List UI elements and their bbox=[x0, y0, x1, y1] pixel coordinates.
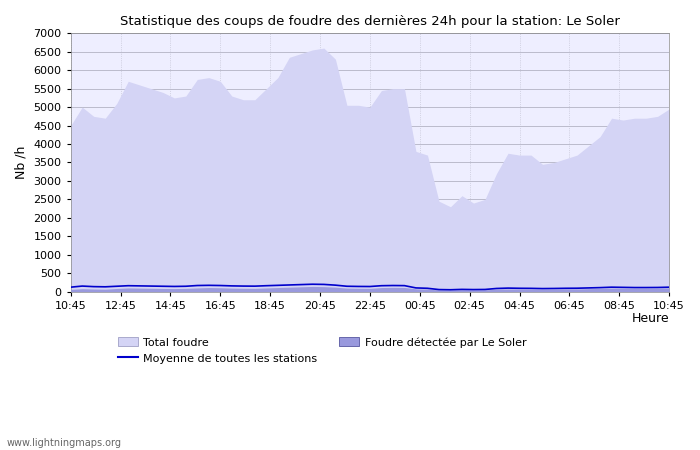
Title: Statistique des coups de foudre des dernières 24h pour la station: Le Soler: Statistique des coups de foudre des dern… bbox=[120, 15, 620, 28]
X-axis label: Heure: Heure bbox=[631, 312, 669, 325]
Legend: Total foudre, Moyenne de toutes les stations, Foudre détectée par Le Soler: Total foudre, Moyenne de toutes les stat… bbox=[118, 337, 526, 364]
Y-axis label: Nb /h: Nb /h bbox=[15, 146, 28, 179]
Text: www.lightningmaps.org: www.lightningmaps.org bbox=[7, 438, 122, 448]
